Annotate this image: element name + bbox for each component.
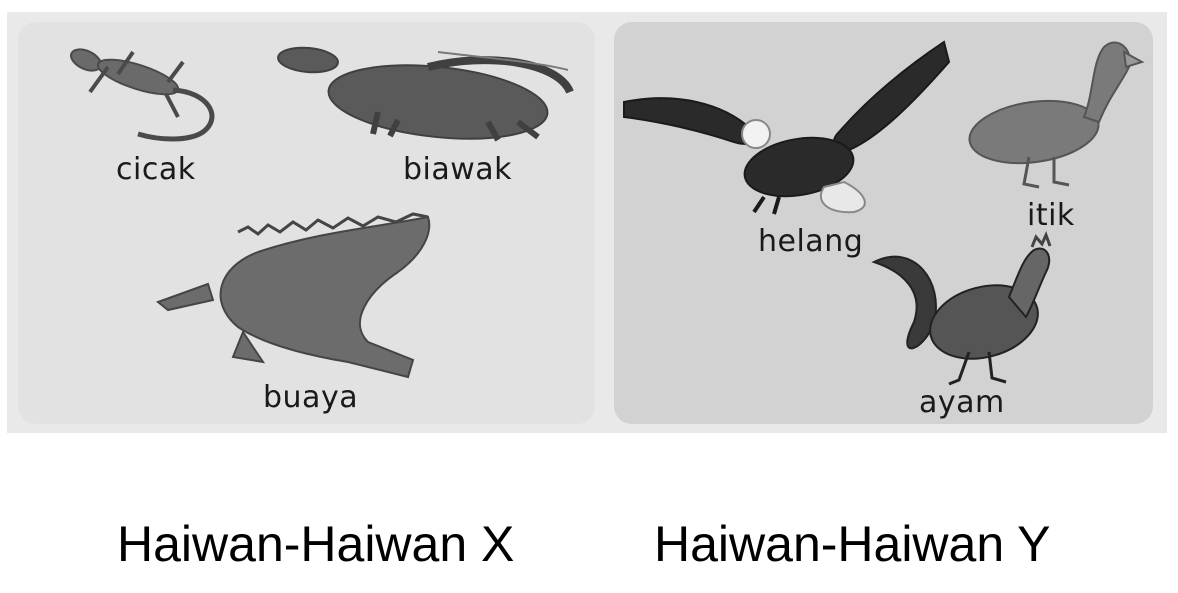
- rooster-image: [871, 230, 1052, 386]
- animal-label-helang: helang: [758, 224, 864, 259]
- panel-x-illustrations: [70, 46, 574, 379]
- animal-label-buaya: buaya: [263, 380, 359, 415]
- panel-x: cicak biawak buaya: [18, 22, 595, 424]
- animal-label-biawak: biawak: [403, 152, 513, 187]
- monitor-lizard-image: [277, 46, 574, 142]
- duck-image: [968, 41, 1145, 189]
- gecko-image: [70, 48, 215, 142]
- eagle-image: [623, 40, 951, 215]
- panel-y-illustrations: [623, 40, 1145, 386]
- crocodile-image: [155, 212, 431, 379]
- animal-label-ayam: ayam: [919, 385, 1005, 420]
- animal-label-itik: itik: [1027, 198, 1075, 233]
- panel-y: helang itik ayam: [614, 22, 1153, 424]
- caption-y: Haiwan-Haiwan Y: [654, 516, 1051, 572]
- animal-label-cicak: cicak: [116, 152, 196, 187]
- caption-x: Haiwan-Haiwan X: [117, 516, 515, 572]
